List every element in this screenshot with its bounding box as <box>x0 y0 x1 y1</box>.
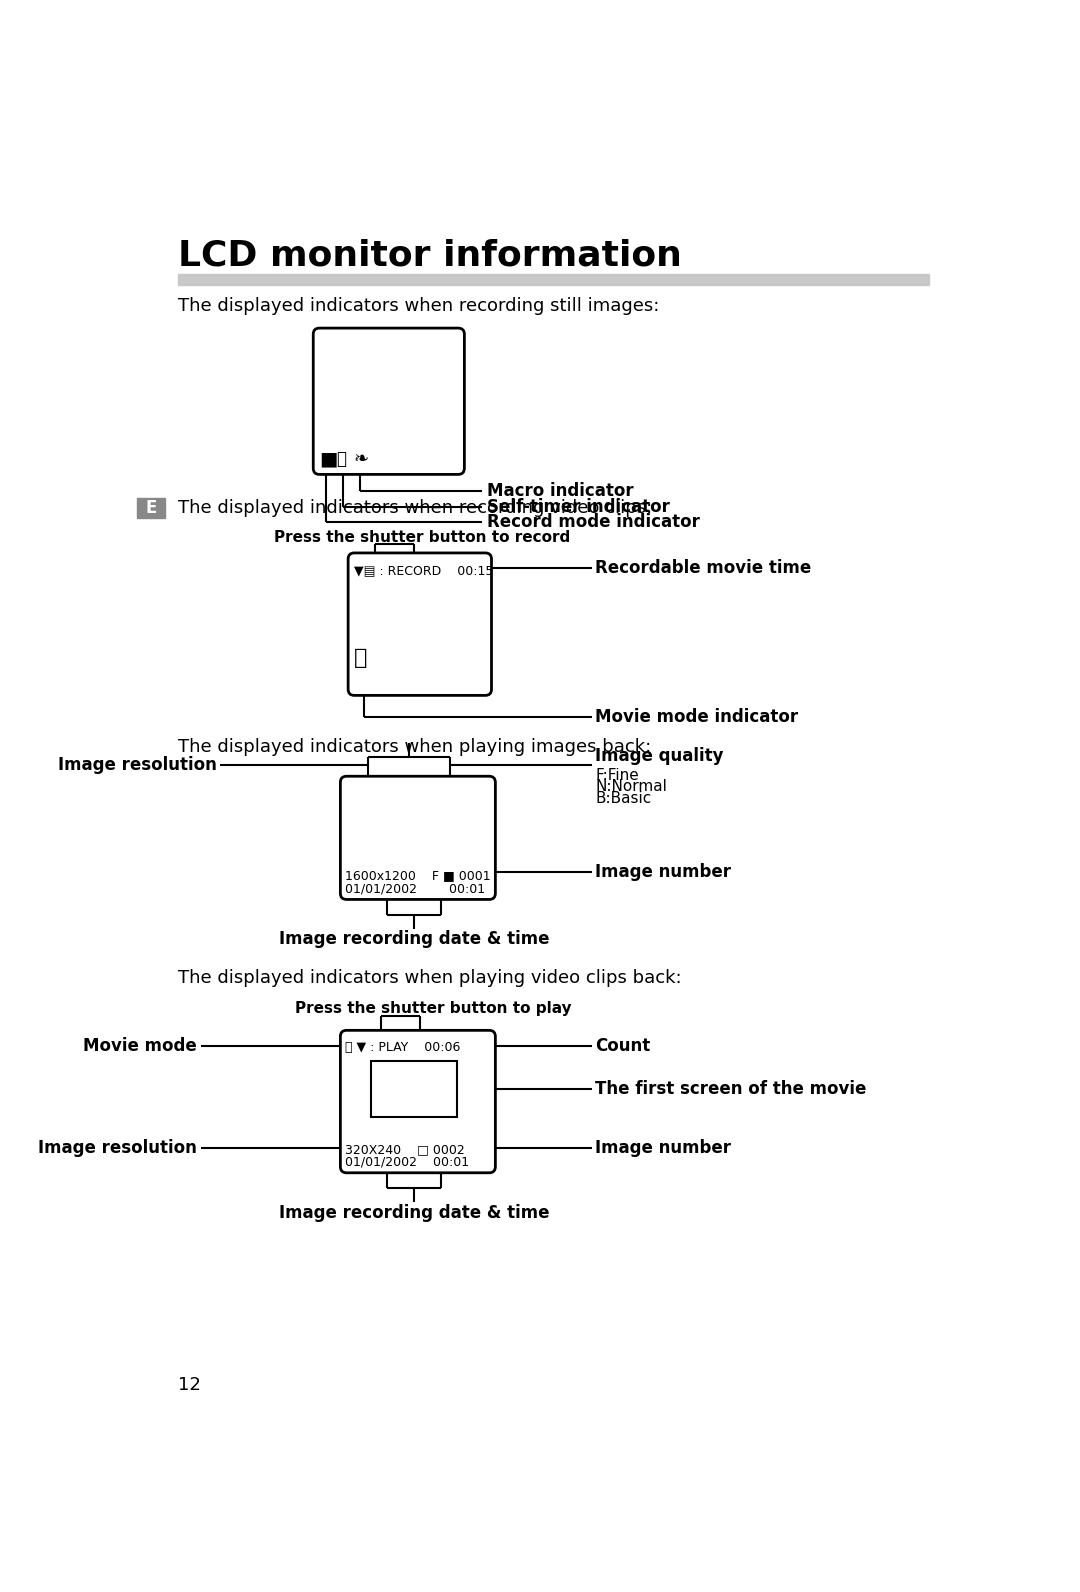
Text: Count: Count <box>595 1036 650 1055</box>
Text: 🎥 ▼ : PLAY    00:06: 🎥 ▼ : PLAY 00:06 <box>345 1041 460 1054</box>
Text: Image recording date & time: Image recording date & time <box>279 1204 550 1221</box>
Text: Image recording date & time: Image recording date & time <box>279 930 550 949</box>
Bar <box>372 1062 457 1116</box>
Text: The first screen of the movie: The first screen of the movie <box>595 1079 867 1098</box>
Text: E: E <box>146 498 157 516</box>
Text: 01/01/2002    00:01: 01/01/2002 00:01 <box>345 1156 469 1169</box>
Text: The displayed indicators when recording video clips:: The displayed indicators when recording … <box>177 498 652 516</box>
Text: Macro indicator: Macro indicator <box>487 482 634 500</box>
Text: Image number: Image number <box>595 863 731 882</box>
Text: Press the shutter button to record: Press the shutter button to record <box>273 530 570 544</box>
Text: Image quality: Image quality <box>595 748 724 766</box>
Bar <box>137 497 165 517</box>
Text: Press the shutter button to play: Press the shutter button to play <box>295 1001 571 1016</box>
Text: Self-timer indicator: Self-timer indicator <box>487 498 670 516</box>
Text: ⏻: ⏻ <box>337 451 347 468</box>
Bar <box>177 274 930 285</box>
Text: Record mode indicator: Record mode indicator <box>487 513 700 532</box>
Text: 01/01/2002        00:01: 01/01/2002 00:01 <box>345 882 485 895</box>
Text: ▼▤ : RECORD    00:15: ▼▤ : RECORD 00:15 <box>354 564 494 576</box>
Text: ❧: ❧ <box>353 451 368 468</box>
Text: Image resolution: Image resolution <box>38 1140 197 1157</box>
FancyBboxPatch shape <box>348 552 491 696</box>
Text: Movie mode: Movie mode <box>83 1036 197 1055</box>
Text: 1600x1200    F ■ 0001: 1600x1200 F ■ 0001 <box>345 869 490 882</box>
Text: Image number: Image number <box>595 1140 731 1157</box>
Text: N:Normal: N:Normal <box>595 780 667 794</box>
Text: LCD monitor information: LCD monitor information <box>177 239 681 272</box>
Text: Image resolution: Image resolution <box>57 756 216 774</box>
Text: The displayed indicators when recording still images:: The displayed indicators when recording … <box>177 298 659 315</box>
Text: Recordable movie time: Recordable movie time <box>595 559 811 578</box>
FancyBboxPatch shape <box>313 328 464 474</box>
Text: 12: 12 <box>177 1375 201 1393</box>
Text: The displayed indicators when playing video clips back:: The displayed indicators when playing vi… <box>177 970 681 987</box>
Text: The displayed indicators when playing images back:: The displayed indicators when playing im… <box>177 737 651 756</box>
Text: 🎥: 🎥 <box>354 648 367 667</box>
Text: ■: ■ <box>320 451 338 468</box>
Text: F:Fine: F:Fine <box>595 767 639 783</box>
FancyBboxPatch shape <box>340 1030 496 1173</box>
Text: Movie mode indicator: Movie mode indicator <box>595 708 798 726</box>
FancyBboxPatch shape <box>340 777 496 899</box>
Text: B:Basic: B:Basic <box>595 791 651 806</box>
Text: 320X240    □ 0002: 320X240 □ 0002 <box>345 1143 464 1156</box>
